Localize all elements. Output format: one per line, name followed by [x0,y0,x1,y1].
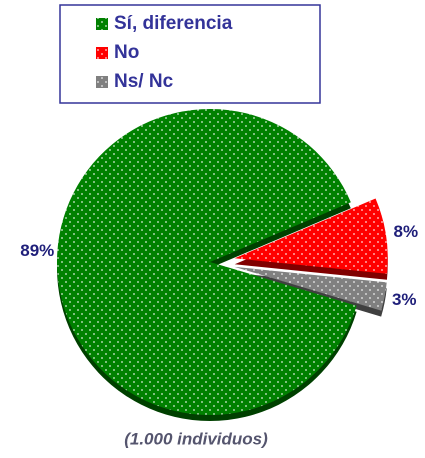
pie: 8% 3% 89% [20,109,418,421]
legend-swatch-dots [96,18,108,30]
legend-swatch-dots [96,76,108,88]
legend-label: Sí, diferencia [114,13,233,34]
slice-dots [234,266,387,311]
legend-swatch-dots [96,47,108,59]
data-label: 89% [20,241,54,260]
legend-label: No [114,42,139,63]
data-label: 3% [392,290,417,309]
legend: Sí, diferencia No Ns/ Nc [96,13,233,92]
annotation: (1.000 individuos) [124,429,268,448]
legend-label: Ns/ Nc [114,71,174,92]
data-label: 8% [393,222,418,241]
slice-dots [56,109,357,415]
slice-dots [234,198,388,274]
